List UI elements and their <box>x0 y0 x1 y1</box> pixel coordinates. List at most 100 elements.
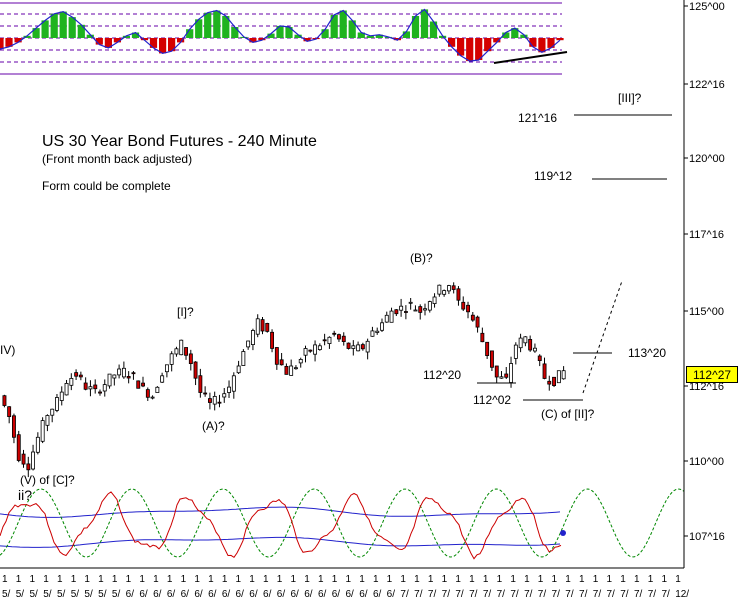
candle-body <box>446 285 451 292</box>
candle-body <box>485 341 490 356</box>
histogram-bar <box>276 25 284 38</box>
histogram-bar <box>23 35 31 38</box>
wave-label: [III]? <box>618 91 642 105</box>
candle-body <box>499 376 504 379</box>
candle-body <box>289 365 294 376</box>
candle-body <box>198 375 203 393</box>
candle-body <box>303 348 308 356</box>
candle-body <box>270 331 274 349</box>
x-tick-label: 5/ <box>2 589 11 600</box>
x-axis: 1 5/1 5/1 5/1 5/1 5/1 5/1 5/1 5/1 5/1 6/1 6/1 6/1 6/1… <box>0 567 689 600</box>
x-tick-label: 5/ <box>29 589 38 600</box>
histogram-bar <box>95 38 103 45</box>
candle-body <box>16 434 21 461</box>
candle-body <box>145 389 150 398</box>
candle-body <box>150 396 155 399</box>
candle-body <box>136 380 141 389</box>
level-label: 112^20 <box>423 368 461 382</box>
histogram-bar <box>457 38 465 56</box>
histogram-bar <box>231 27 239 38</box>
wave-label: [I]? <box>177 305 194 319</box>
candle-body <box>64 382 69 396</box>
candle-body <box>7 406 12 418</box>
candle-body <box>284 365 289 375</box>
x-tick-label: 1 <box>222 574 228 585</box>
cycle-green-line <box>0 488 685 558</box>
histogram-bar <box>502 32 510 38</box>
candle-body <box>122 367 126 378</box>
candle-body <box>356 344 361 352</box>
candle-body <box>236 365 241 374</box>
x-tick-label: 1 <box>304 574 310 585</box>
candle-body <box>322 339 327 342</box>
candle-body <box>432 296 437 304</box>
candle-body <box>274 347 279 365</box>
x-tick-label: 7/ <box>579 589 588 600</box>
x-tick-label: 1 <box>414 574 420 585</box>
candle-body <box>542 363 547 379</box>
x-tick-label: 6/ <box>345 589 354 600</box>
candle-body <box>250 330 255 346</box>
chart-note: Form could be complete <box>42 179 171 193</box>
x-tick-label: 1 <box>277 574 283 585</box>
x-tick-label: 7/ <box>510 589 519 600</box>
candle-body <box>222 393 227 398</box>
x-tick-label: 1 <box>648 574 654 585</box>
candle-body <box>509 363 513 383</box>
projection-line <box>582 280 623 394</box>
candle-body <box>513 344 518 359</box>
x-tick-label: 1 <box>400 574 406 585</box>
candle-body <box>40 420 45 442</box>
x-tick-label: 1 <box>208 574 214 585</box>
candle-body <box>188 353 193 364</box>
candle-body <box>88 386 93 390</box>
histogram-bar <box>330 14 338 38</box>
candle-body <box>518 337 523 349</box>
wave-annotations: 121^16 119^12 113^20 112^20 112^02 IV) (V) of … <box>0 91 672 503</box>
histogram-bar <box>294 34 302 38</box>
histogram-bar <box>168 38 176 52</box>
candle-body <box>117 368 122 376</box>
candle-body <box>298 358 303 364</box>
x-tick-label: 1 <box>497 574 503 585</box>
x-tick-label: 1 <box>98 574 104 585</box>
wave-label: (A)? <box>202 419 225 433</box>
upper-band-line <box>0 506 561 518</box>
x-tick-label: 1 <box>661 574 667 585</box>
candle-body <box>112 374 117 379</box>
histogram-bar <box>0 38 4 49</box>
candle-body <box>184 347 188 356</box>
candle-body <box>155 386 160 393</box>
candle-body <box>74 372 79 377</box>
histogram-bar <box>402 31 410 38</box>
x-tick-label: 7/ <box>428 589 437 600</box>
candle-body <box>456 288 461 301</box>
x-tick-label: 6/ <box>387 589 396 600</box>
level-label: 112^02 <box>473 393 511 407</box>
x-tick-label: 6/ <box>153 589 162 600</box>
candle-body <box>313 344 317 355</box>
lower-band-line <box>0 536 561 548</box>
histogram-bar <box>529 38 537 47</box>
candle-body <box>203 392 208 395</box>
candle-body <box>533 347 537 352</box>
histogram-bar <box>475 38 483 60</box>
histogram-bar <box>140 38 149 41</box>
cycle-oscillator-panel <box>0 488 685 560</box>
candle-body <box>341 335 346 343</box>
x-tick-label: 7/ <box>455 589 464 600</box>
candle-body <box>370 330 375 337</box>
x-tick-label: 6/ <box>167 589 176 600</box>
wave-label: (C) of [II]? <box>541 407 595 421</box>
x-tick-label: 1 <box>291 574 297 585</box>
histogram-bar <box>339 10 347 38</box>
x-tick-label: 1 <box>510 574 516 585</box>
candle-body <box>442 290 447 295</box>
x-tick-label: 7/ <box>607 589 616 600</box>
candle-body <box>59 391 64 401</box>
cycle-red-line <box>0 491 562 560</box>
histogram-bar <box>113 38 121 43</box>
x-tick-label: 6/ <box>139 589 148 600</box>
x-tick-label: 7/ <box>483 589 492 600</box>
x-tick-label: 5/ <box>57 589 66 600</box>
